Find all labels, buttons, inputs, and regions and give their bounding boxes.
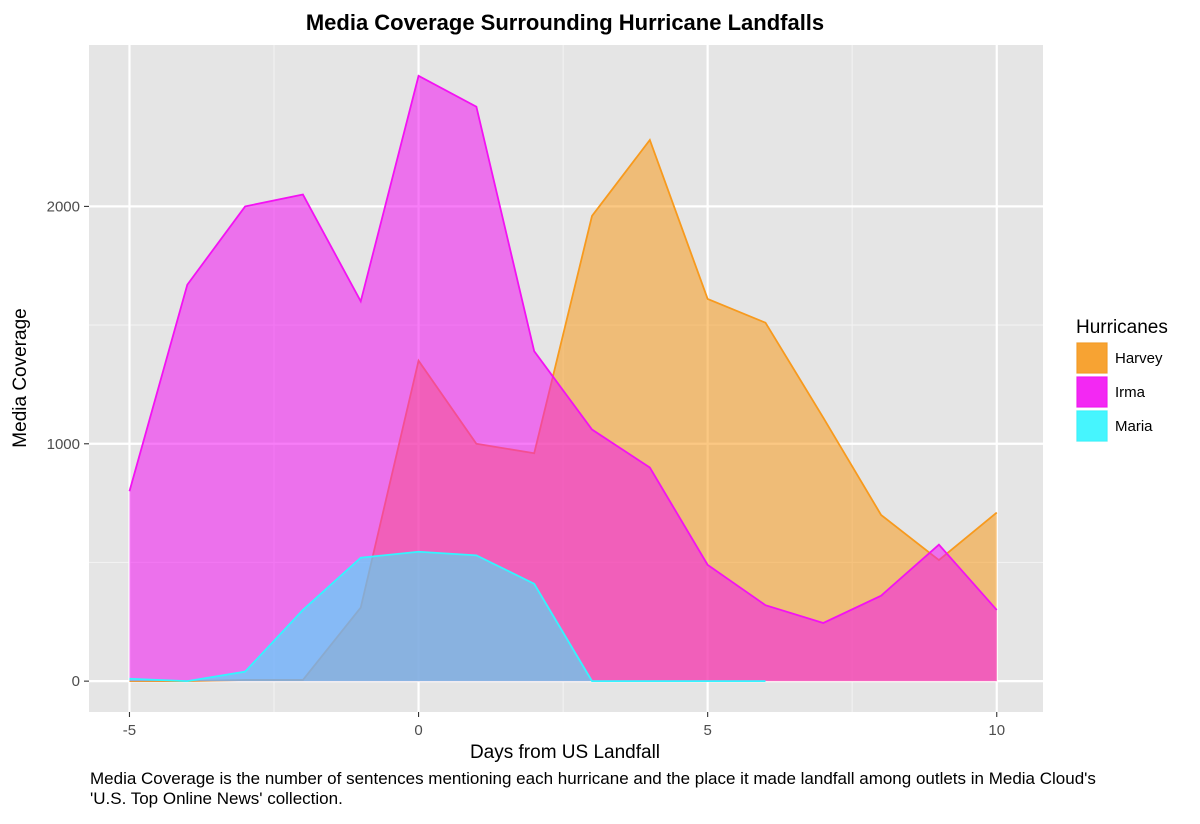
irma-legend-label: Irma [1115,384,1146,401]
x-axis-label: Days from US Landfall [470,742,660,763]
x-tick-label: 0 [414,722,422,739]
irma-legend-swatch [1076,376,1108,408]
maria-legend-label: Maria [1115,418,1153,435]
legend-items: Harvey Irma Maria [1076,342,1163,442]
chart-title: Media Coverage Surrounding Hurricane Lan… [306,10,824,35]
legend: Hurricanes Harvey Irma Maria [1076,317,1168,442]
x-tick-label: -5 [123,722,136,739]
maria-area [129,551,766,682]
area-series [128,74,998,683]
maria-legend-swatch [1076,410,1108,442]
x-axis-ticks: -5 0 5 10 [123,712,1005,739]
y-tick-label: 2000 [47,198,80,215]
legend-title: Hurricanes [1076,317,1168,338]
y-axis-label: Media Coverage [10,308,31,447]
y-axis-ticks: 0 1000 2000 [47,198,89,690]
x-tick-label: 5 [703,722,711,739]
irma-line [128,74,998,624]
harvey-legend-swatch [1076,342,1108,374]
harvey-legend-label: Harvey [1115,350,1163,367]
irma-area [129,75,997,682]
chart-caption: Media Coverage is the number of sentence… [90,769,1096,808]
y-tick-label: 1000 [47,436,80,453]
x-tick-label: 10 [988,722,1005,739]
maria-line [129,550,766,683]
y-tick-label: 0 [72,673,80,690]
